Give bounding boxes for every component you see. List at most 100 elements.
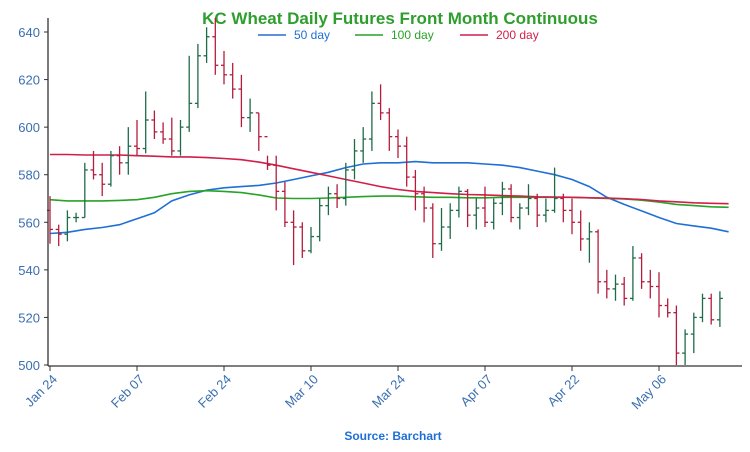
ohlc-bar xyxy=(229,62,236,99)
x-tick-label: Mar 24 xyxy=(369,372,408,411)
ohlc-bar xyxy=(238,74,245,128)
y-tick-label: 640 xyxy=(18,25,40,40)
ohlc-bar xyxy=(525,184,532,216)
ohlc-bar xyxy=(377,84,384,121)
ohlc-bar xyxy=(116,146,123,175)
y-axis: 500 520 540 560 580 600 620 640 xyxy=(18,18,49,373)
ohlc-bar xyxy=(281,181,288,228)
ohlc-bar xyxy=(264,136,271,170)
ma-line-50-day xyxy=(49,160,729,235)
ohlc-bar xyxy=(673,305,680,365)
ohlc-bars xyxy=(47,17,723,365)
ohlc-bar xyxy=(64,210,71,242)
moving-average-lines xyxy=(49,153,729,235)
ohlc-bar xyxy=(316,198,323,242)
legend-label-1: 50 day xyxy=(294,28,330,42)
ohlc-bar xyxy=(55,224,62,247)
ohlc-bar xyxy=(690,312,697,354)
source-label: Source: Barchart xyxy=(344,429,441,443)
legend: 50 day 100 day 200 day xyxy=(258,28,539,42)
ohlc-bar xyxy=(708,293,715,325)
ohlc-bar xyxy=(186,55,193,132)
ohlc-bar xyxy=(551,167,558,213)
ohlc-bar xyxy=(516,203,523,230)
ohlc-bar xyxy=(368,91,375,151)
ohlc-bar xyxy=(107,150,114,187)
y-tick-label: 540 xyxy=(18,263,40,278)
ohlc-bar xyxy=(360,127,367,163)
ohlc-bar xyxy=(194,43,201,109)
ohlc-bar xyxy=(334,184,341,209)
ohlc-bar xyxy=(308,227,314,254)
ohlc-bar xyxy=(682,329,689,365)
ohlc-bar xyxy=(99,162,106,197)
ohlc-bar xyxy=(429,203,436,258)
ohlc-bar xyxy=(299,222,306,258)
ma-line-200-day xyxy=(50,153,729,205)
ohlc-bar xyxy=(542,198,549,223)
ohlc-bar xyxy=(569,198,575,235)
ohlc-bar xyxy=(351,139,358,180)
x-tick-label: Apr 22 xyxy=(544,372,582,410)
ohlc-bar xyxy=(134,120,140,156)
ohlc-bar xyxy=(560,193,567,223)
ohlc-bar xyxy=(73,212,80,223)
ohlc-bar xyxy=(273,155,280,211)
ohlc-bar xyxy=(534,193,541,228)
ohlc-bar xyxy=(647,269,654,299)
ohlc-bar xyxy=(508,184,515,223)
ohlc-bar xyxy=(595,229,602,294)
ohlc-bar xyxy=(656,272,662,318)
ohlc-bar xyxy=(699,293,706,323)
ohlc-bar xyxy=(482,186,488,228)
ohlc-bar xyxy=(203,27,210,63)
ohlc-bar xyxy=(421,186,428,223)
ohlc-bar xyxy=(212,17,219,75)
ohlc-bar xyxy=(438,208,445,251)
ohlc-bar xyxy=(221,51,227,85)
ohlc-bar xyxy=(499,181,506,216)
ohlc-bar xyxy=(290,210,297,266)
ohlc-bar xyxy=(455,186,462,218)
x-tick-label: May 06 xyxy=(628,372,669,413)
ohlc-bar xyxy=(90,150,97,180)
y-tick-label: 580 xyxy=(18,168,40,183)
x-tick-label: Feb 07 xyxy=(108,372,147,411)
ohlc-bar xyxy=(125,127,132,175)
y-tick-label: 600 xyxy=(18,120,40,135)
ohlc-bar xyxy=(629,246,636,301)
ohlc-bar xyxy=(447,203,454,239)
ohlc-bar xyxy=(168,117,175,156)
ohlc-bar xyxy=(638,253,645,289)
ohlc-bar xyxy=(664,298,671,318)
ohlc-bar xyxy=(403,136,410,187)
ohlc-bar xyxy=(621,276,628,306)
ohlc-bar xyxy=(586,222,593,263)
legend-label-3: 200 day xyxy=(496,28,539,42)
ohlc-bar xyxy=(342,162,349,206)
ohlc-bar xyxy=(177,120,184,156)
y-tick-label: 620 xyxy=(18,73,40,88)
ohlc-bar xyxy=(151,110,158,140)
ohlc-bar xyxy=(577,210,584,251)
ohlc-bar xyxy=(325,186,332,216)
x-tick-label: Mar 10 xyxy=(282,372,321,411)
y-tick-label: 560 xyxy=(18,215,40,230)
ohlc-bar xyxy=(160,122,167,144)
ohlc-bar xyxy=(142,91,149,154)
ohlc-bar xyxy=(612,274,619,301)
ohlc-bar xyxy=(603,269,610,299)
y-tick-label: 520 xyxy=(18,310,40,325)
legend-label-2: 100 day xyxy=(391,28,434,42)
y-tick-label: 500 xyxy=(18,358,40,373)
ohlc-bar xyxy=(386,108,393,151)
ohlc-bar xyxy=(247,98,254,132)
x-tick-label: Feb 24 xyxy=(195,372,234,411)
ohlc-bar xyxy=(395,129,401,159)
x-tick-label: Jan 24 xyxy=(22,372,60,410)
ohlc-bar xyxy=(473,198,480,230)
ohlc-bar xyxy=(81,162,88,219)
ohlc-bar xyxy=(490,198,497,230)
ohlc-bar xyxy=(464,188,471,228)
